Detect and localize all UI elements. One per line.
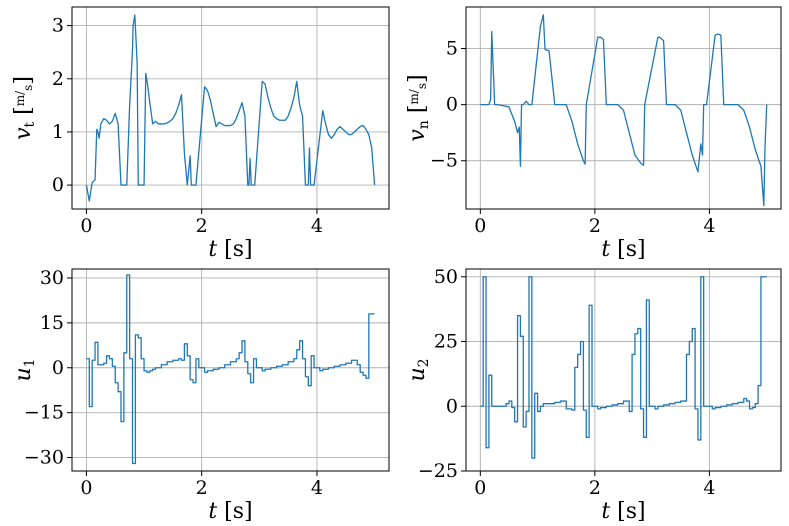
y-tick-label: −30 bbox=[24, 447, 64, 469]
y-axis-label: u1 bbox=[11, 358, 38, 381]
y-tick-label: 3 bbox=[52, 15, 64, 37]
chart-panel-4: 0 2 4 −25 0 25 50 t [s] u2 bbox=[405, 266, 782, 524]
x-tick-label: 2 bbox=[589, 215, 601, 237]
y-axis-label: u2 bbox=[405, 358, 432, 381]
x-tick-label: 0 bbox=[474, 215, 486, 237]
x-tick-label: 4 bbox=[311, 215, 323, 237]
y-axis-label-text: u1 bbox=[11, 358, 38, 381]
y-tick-label: 1 bbox=[52, 121, 64, 143]
series-line-1 bbox=[480, 14, 768, 207]
x-tick-label: 0 bbox=[474, 477, 486, 499]
chart-panel-3: 0 2 4 −30 −15 0 15 30 t [s] u1 bbox=[11, 267, 390, 524]
y-tick-label: 5 bbox=[446, 38, 458, 60]
y-tick-label: 2 bbox=[52, 68, 64, 90]
y-tick-label: 0 bbox=[52, 357, 64, 379]
series-line-1 bbox=[86, 274, 375, 465]
x-tick-label: 0 bbox=[80, 477, 92, 499]
y-axis-label: vt [m/s] bbox=[11, 76, 38, 140]
y-axis-label: vn [m/s] bbox=[405, 74, 432, 141]
plot-frame bbox=[465, 268, 782, 472]
x-tick-label: 2 bbox=[589, 477, 601, 499]
y-tick-label: −15 bbox=[24, 402, 64, 424]
x-axis-label: t [s] bbox=[601, 237, 645, 262]
x-tick-label: 4 bbox=[311, 477, 323, 499]
y-axis-label-text: vt [m/s] bbox=[11, 76, 38, 140]
y-tick-label: 50 bbox=[434, 266, 458, 288]
x-axis-label: t [s] bbox=[208, 499, 252, 524]
y-tick-label: 30 bbox=[40, 267, 64, 289]
x-tick-label: 4 bbox=[703, 215, 715, 237]
x-tick-label: 4 bbox=[703, 477, 715, 499]
chart-panel-1: 0 2 4 0 1 2 3 t [s] vt [m/s] bbox=[11, 6, 390, 262]
y-tick-label: −25 bbox=[418, 460, 458, 482]
x-tick-label: 2 bbox=[196, 215, 208, 237]
chart-panel-2: 0 2 4 −5 0 5 t [s] vn [m/s] bbox=[405, 6, 782, 262]
plot-frame bbox=[71, 268, 390, 472]
x-axis-label: t [s] bbox=[601, 499, 645, 524]
y-tick-label: 15 bbox=[40, 312, 64, 334]
y-tick-label: −5 bbox=[430, 150, 458, 172]
x-tick-label: 0 bbox=[80, 215, 92, 237]
x-axis-label: t [s] bbox=[208, 237, 252, 262]
plot-frame bbox=[71, 6, 390, 210]
y-tick-label: 0 bbox=[446, 94, 458, 116]
series-line-1 bbox=[480, 276, 767, 459]
y-tick-label: 0 bbox=[446, 395, 458, 417]
series-line-1 bbox=[85, 14, 376, 202]
y-axis-label-text: u2 bbox=[405, 358, 432, 381]
x-tick-label: 2 bbox=[196, 477, 208, 499]
plot-frame bbox=[465, 6, 782, 210]
y-tick-label: 0 bbox=[52, 174, 64, 196]
y-axis-label-text: vn [m/s] bbox=[405, 74, 432, 141]
y-tick-label: 25 bbox=[434, 331, 458, 353]
